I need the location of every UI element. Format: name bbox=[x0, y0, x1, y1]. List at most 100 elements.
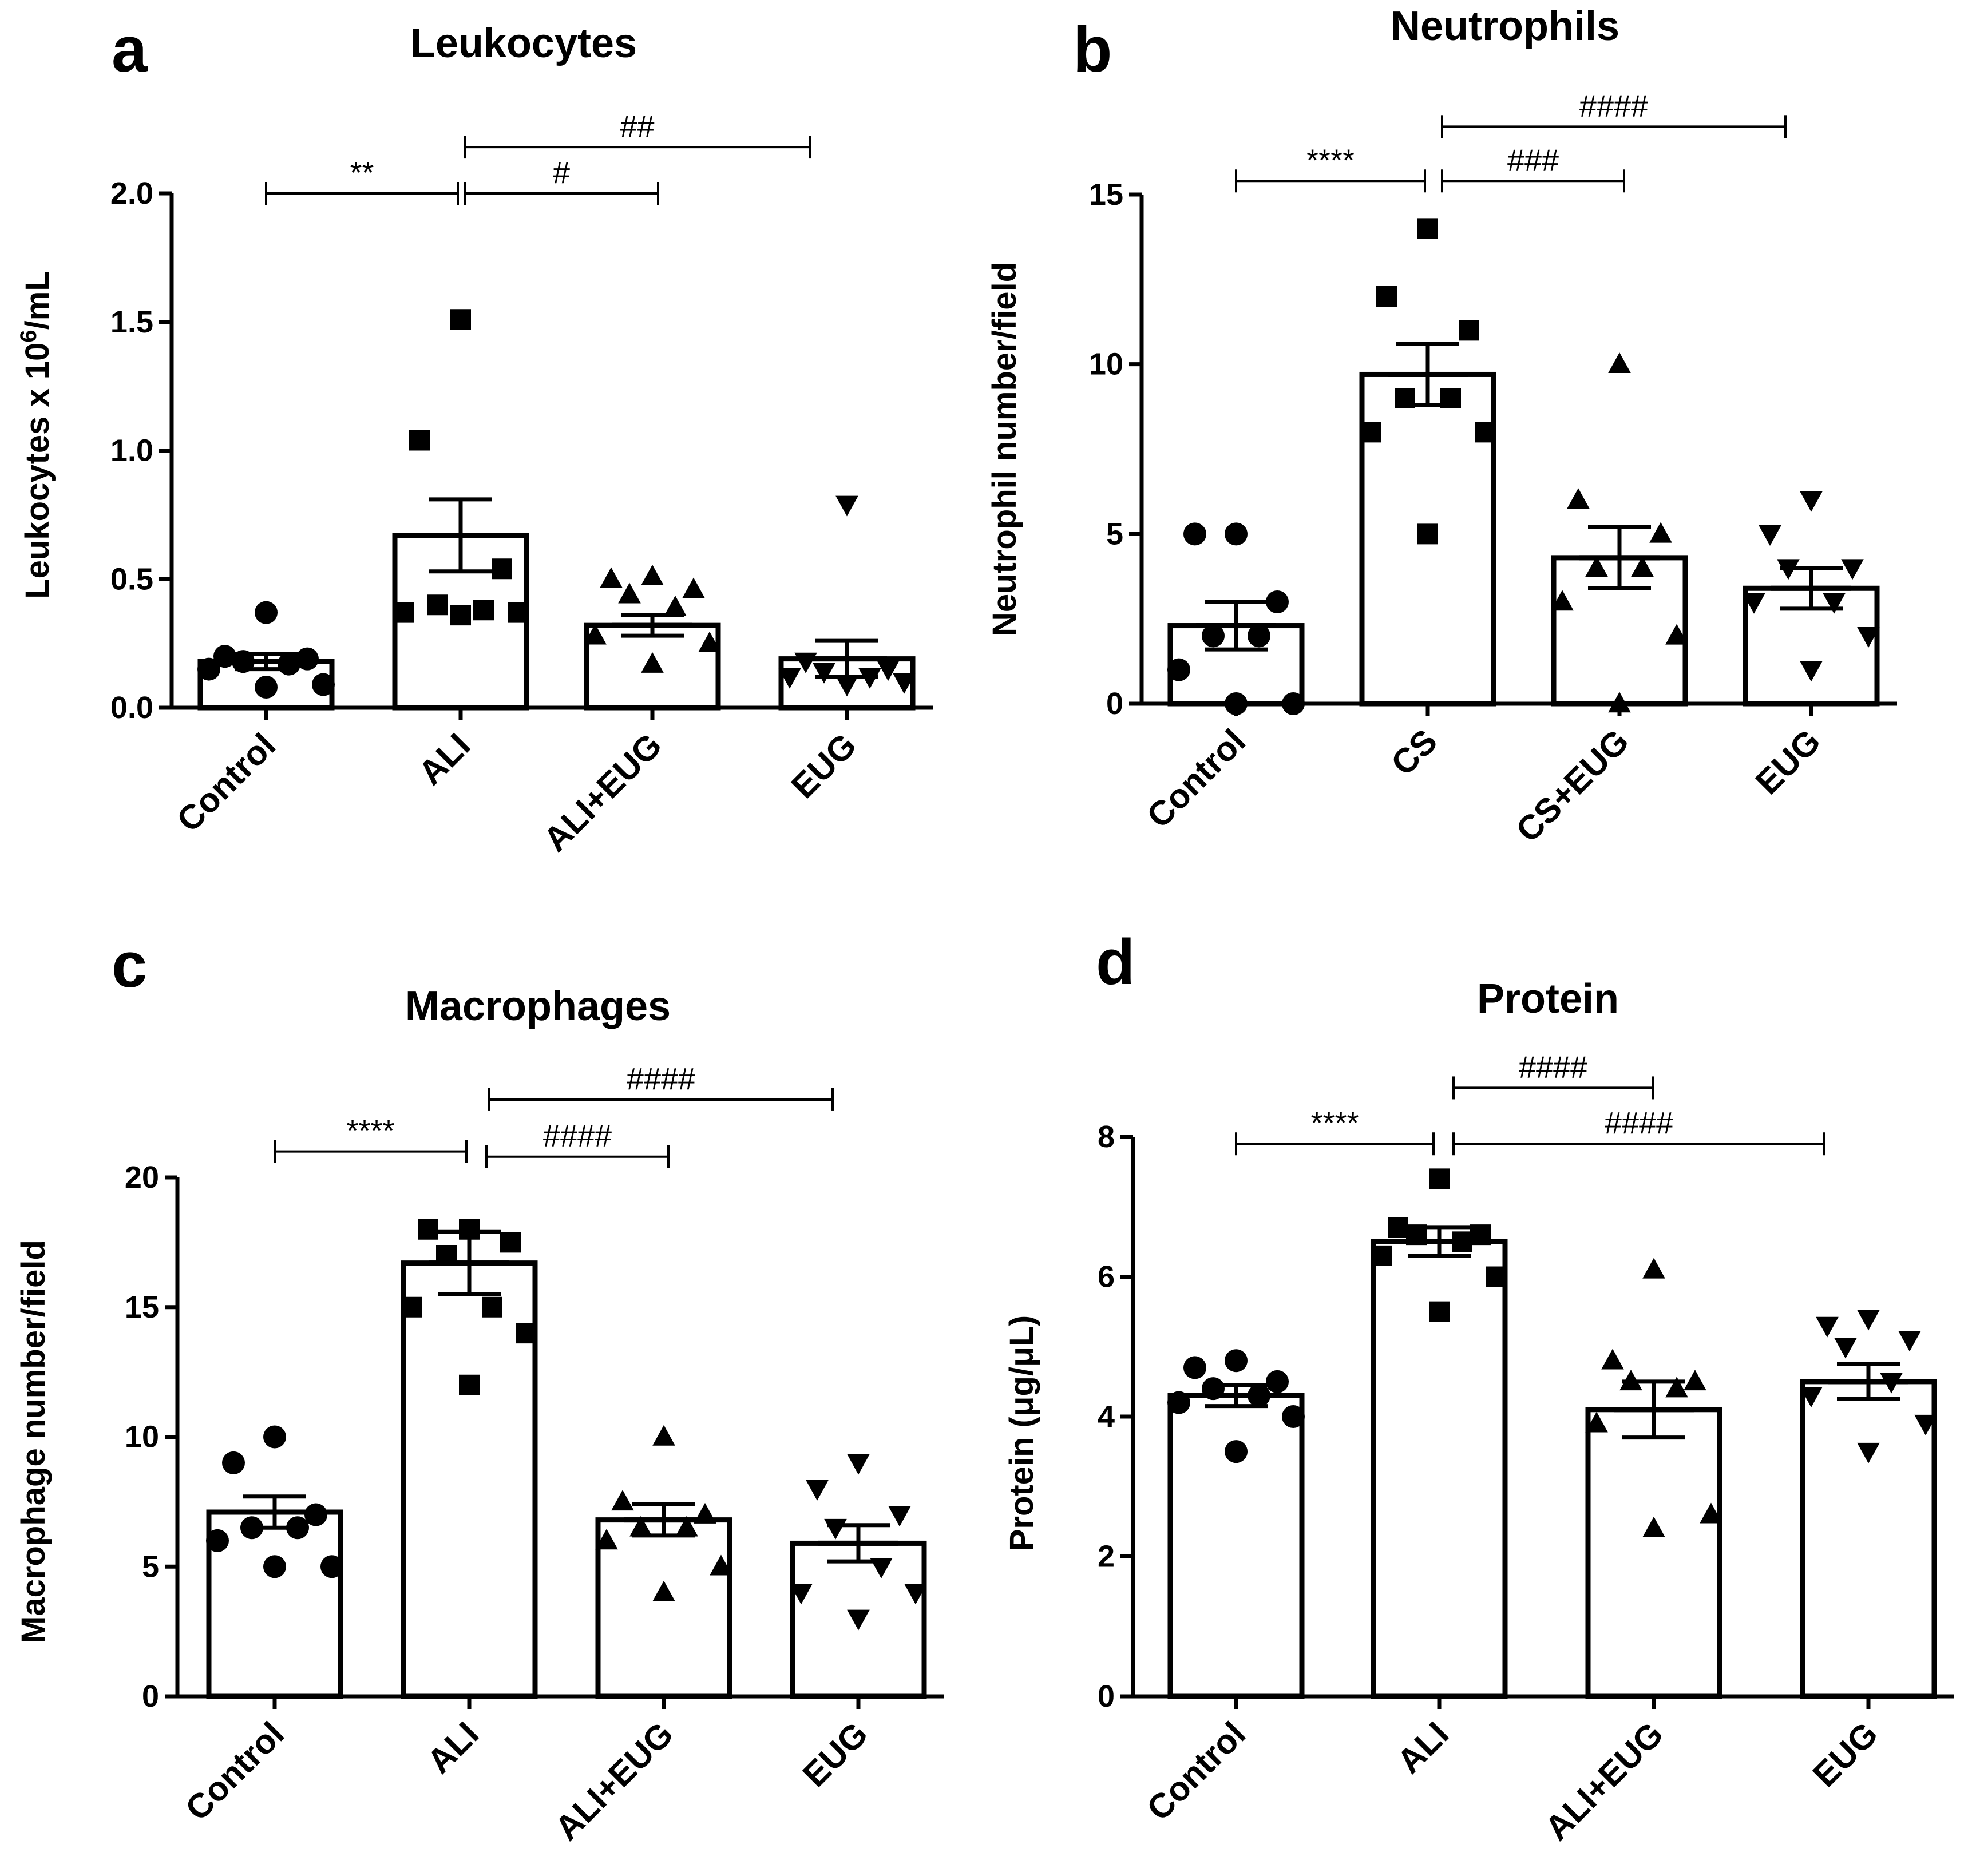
data-point bbox=[508, 602, 528, 623]
data-point bbox=[1486, 1266, 1507, 1287]
data-point bbox=[1452, 1231, 1472, 1252]
data-point bbox=[1800, 1387, 1823, 1408]
data-point bbox=[278, 652, 300, 676]
data-point bbox=[1183, 522, 1206, 546]
bar bbox=[1800, 1379, 1937, 1699]
data-point bbox=[197, 657, 220, 681]
data-point bbox=[1642, 1258, 1665, 1279]
chart-title: Leukocytes bbox=[410, 21, 637, 66]
panel-b: b Neutrophils Neutrophil number/field 0 5… bbox=[986, 3, 1897, 850]
data-point bbox=[1665, 624, 1688, 645]
y-axis-label-suffix: /mL bbox=[19, 271, 56, 330]
significance-label: #### bbox=[1579, 89, 1648, 123]
data-point bbox=[1167, 1391, 1190, 1414]
data-point bbox=[778, 668, 801, 689]
data-point bbox=[600, 567, 623, 588]
data-point bbox=[710, 1554, 732, 1576]
data-point bbox=[893, 673, 916, 694]
data-point bbox=[213, 645, 236, 668]
data-point bbox=[1388, 1217, 1408, 1238]
data-point bbox=[1759, 525, 1781, 546]
data-point bbox=[402, 1296, 422, 1318]
data-point bbox=[1406, 1224, 1427, 1246]
x-tick-label: EUG bbox=[1748, 722, 1828, 802]
data-point bbox=[904, 1584, 927, 1605]
data-point bbox=[482, 1296, 502, 1318]
y-axis-label-superscript: 6 bbox=[16, 330, 41, 342]
data-point bbox=[824, 1518, 847, 1540]
y-tick-label: 20 bbox=[125, 1160, 159, 1195]
data-point bbox=[1608, 692, 1631, 713]
data-point bbox=[1631, 556, 1654, 577]
data-point bbox=[1202, 624, 1225, 648]
data-point bbox=[682, 577, 705, 598]
data-point bbox=[1225, 1349, 1248, 1373]
y-tick-label: 6 bbox=[1098, 1260, 1115, 1294]
data-point bbox=[629, 1516, 652, 1537]
x-tick-label: EUG bbox=[784, 726, 864, 806]
data-point bbox=[222, 1451, 245, 1474]
panel-c: c Macrophages Macrophage number/field 0 5… bbox=[15, 929, 944, 1847]
data-point bbox=[1248, 624, 1270, 648]
data-point bbox=[1649, 522, 1672, 543]
panel-d: d Protein Protein (μg/μL) 0 2 4 6 8 Control AL… bbox=[1003, 926, 1954, 1847]
data-point bbox=[255, 601, 278, 624]
data-point bbox=[1417, 523, 1438, 545]
data-point bbox=[1440, 388, 1461, 408]
significance-label: #### bbox=[1605, 1106, 1673, 1140]
data-point bbox=[1684, 1370, 1706, 1391]
data-point bbox=[1700, 1502, 1722, 1524]
y-tick-label: 1.5 bbox=[110, 305, 153, 339]
data-point bbox=[516, 1323, 537, 1344]
y-tick-label: 8 bbox=[1098, 1120, 1115, 1154]
chart-title: Protein bbox=[1477, 976, 1619, 1022]
data-point bbox=[858, 668, 881, 689]
significance-label: #### bbox=[627, 1062, 695, 1096]
data-point bbox=[459, 1219, 480, 1240]
data-point bbox=[641, 652, 664, 673]
data-point bbox=[1417, 218, 1438, 239]
data-point bbox=[1167, 658, 1190, 681]
bar bbox=[595, 1517, 732, 1699]
significance-label: # bbox=[553, 156, 570, 190]
data-point bbox=[206, 1529, 229, 1552]
significance-label: **** bbox=[1310, 1106, 1359, 1140]
data-point bbox=[1585, 1411, 1608, 1433]
data-point bbox=[1202, 1377, 1225, 1401]
data-point bbox=[1395, 388, 1415, 408]
data-point bbox=[1551, 590, 1574, 611]
x-tick-label: CS+EUG bbox=[1508, 722, 1636, 850]
x-tick-label: EUG bbox=[1805, 1715, 1885, 1794]
data-point bbox=[847, 1609, 870, 1631]
chart-title: Neutrophils bbox=[1391, 3, 1619, 49]
significance-label: ### bbox=[1507, 143, 1559, 177]
data-point bbox=[1282, 692, 1305, 715]
x-tick-label: ALI bbox=[411, 726, 477, 792]
data-point bbox=[694, 1502, 716, 1524]
data-point bbox=[790, 1584, 813, 1605]
plot-area: 0 5 10 15 20 Control ALI ALI+EUG EUG **** #### #### bbox=[125, 1062, 944, 1847]
data-point bbox=[1816, 1316, 1839, 1338]
data-point bbox=[698, 631, 721, 652]
data-point bbox=[1800, 491, 1823, 512]
y-axis-label: Protein (μg/μL) bbox=[1003, 1315, 1040, 1552]
y-axis-label-text: Leukocytes x 10 bbox=[19, 343, 56, 599]
x-tick-label: Control bbox=[1139, 1715, 1253, 1828]
x-tick-label: CS bbox=[1384, 722, 1444, 783]
data-point bbox=[1619, 1370, 1642, 1391]
bar bbox=[1743, 585, 1880, 707]
data-point bbox=[427, 594, 448, 616]
x-tick-label: ALI bbox=[1389, 1715, 1456, 1781]
data-point bbox=[1823, 593, 1846, 614]
data-point bbox=[1857, 1310, 1880, 1331]
data-point bbox=[584, 624, 607, 645]
data-point bbox=[263, 1555, 286, 1578]
data-point bbox=[450, 605, 471, 626]
panel-label: a bbox=[112, 14, 148, 85]
data-point bbox=[835, 495, 858, 517]
data-point bbox=[618, 582, 641, 604]
data-point bbox=[1266, 1370, 1289, 1393]
x-tick-label: Control bbox=[169, 726, 283, 839]
data-point bbox=[1800, 661, 1823, 682]
